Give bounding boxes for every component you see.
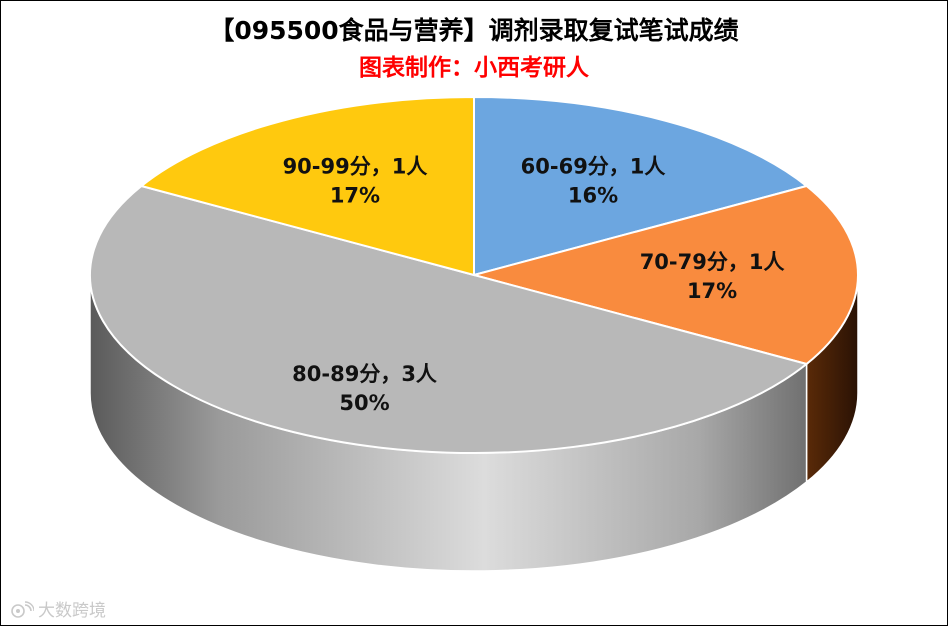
pie-slice-0 — [473, 95, 809, 277]
pie-slice-1 — [470, 184, 859, 366]
chart-title: 【095500食品与营养】调剂录取复试笔试成绩 — [209, 16, 739, 45]
pie-slice-3 — [139, 95, 475, 277]
slice-percent: 16% — [568, 183, 618, 207]
slice-label: 60-69分，1人 — [521, 154, 666, 178]
slice-percent: 17% — [330, 183, 380, 207]
watermark: 大数跨境 — [10, 596, 106, 621]
slice-label: 80-89分，3人 — [292, 362, 437, 386]
watermark-text: 大数跨境 — [38, 601, 106, 621]
slice-label: 90-99分，1人 — [283, 154, 428, 178]
slice-percent: 17% — [687, 279, 737, 303]
slice-percent: 50% — [339, 391, 389, 415]
pie-slice-2 — [89, 184, 809, 454]
slice-label: 70-79分，1人 — [640, 250, 785, 274]
chart-subtitle: 图表制作：小西考研人 — [359, 55, 589, 81]
weibo-logo-icon — [11, 601, 34, 618]
